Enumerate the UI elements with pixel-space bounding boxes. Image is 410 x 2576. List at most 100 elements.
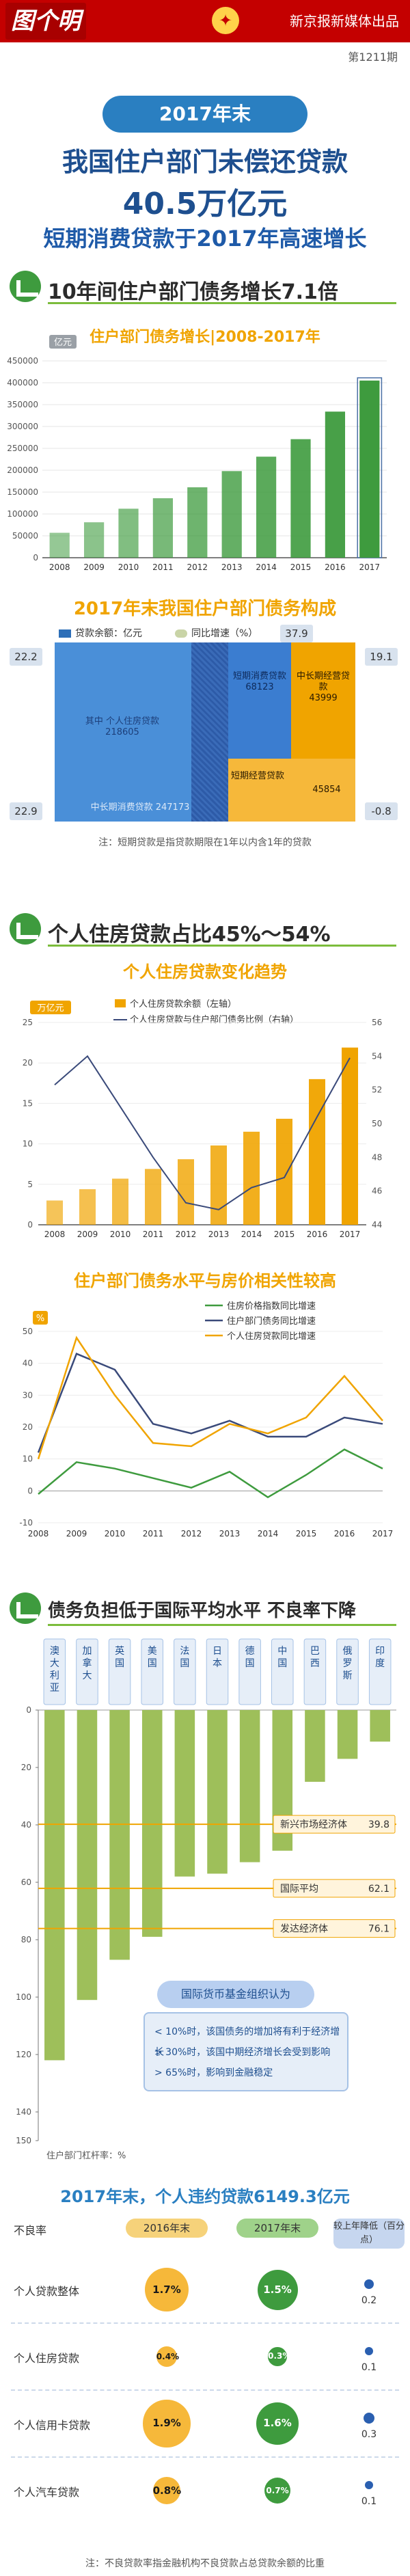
legend-swatch-bar: [115, 999, 126, 1007]
y-tick-label: 20: [23, 1422, 33, 1432]
y2-tick-label: 48: [372, 1152, 382, 1162]
y-tick-label: 400000: [7, 378, 38, 388]
bar: [325, 411, 346, 558]
y-tick-label: 450000: [7, 356, 38, 366]
y-tick-label: 0: [27, 1486, 33, 1495]
growth-left-top: 22.2: [10, 648, 42, 666]
country-label-bg: [238, 1638, 261, 1705]
x-tick-label: 2016: [307, 1230, 328, 1239]
bar: [342, 1047, 358, 1225]
bar: [370, 1710, 390, 1742]
series-line: [37, 1353, 383, 1453]
brand-bar: 图个明白 ✦ 新京报新媒体出品: [0, 0, 410, 72]
y-tick-label: 30: [23, 1390, 33, 1400]
mosaic-note: 注：短期贷款是指贷款期限在1年以内含1年的贷款: [98, 837, 312, 848]
growth-right-bottom: -0.8: [365, 802, 398, 820]
mosaic-housing-loans: [55, 642, 191, 822]
growth-left-bottom: 22.9: [10, 802, 42, 820]
series-line: [37, 1336, 383, 1460]
chart-icon: [10, 1592, 41, 1624]
x-tick-label: 2014: [258, 1529, 279, 1538]
npl-drop-value: 0.1: [361, 2362, 377, 2373]
npl-row-label: 个人信用卡贷款: [14, 2419, 91, 2432]
x-tick-label: 2017: [359, 562, 381, 572]
y-tick-label: 300000: [7, 422, 38, 431]
country-label-bg: [336, 1638, 359, 1705]
npl-col-2017: 2017年末: [236, 2219, 318, 2238]
y-tick-label: 150: [16, 2136, 31, 2145]
x-tick-label: 2014: [256, 562, 277, 572]
y-tick-label: 250000: [7, 444, 38, 453]
npl-title: 2017年末，个人违约贷款6149.3亿元: [60, 2187, 350, 2206]
country-label-char: 亚: [50, 1683, 59, 1694]
chart-icon: [10, 913, 41, 945]
mosaic-ml-operating: [291, 642, 355, 759]
imf-line-2: > 30%时，该国中期经济增长会受到影响: [154, 2047, 331, 2058]
y-tick-label: 120: [16, 2050, 31, 2059]
legend-label-balance: 个人住房贷款余额（左轴）: [130, 999, 236, 1009]
y-unit-badge: [30, 1001, 71, 1014]
x-tick-label: 2013: [221, 562, 243, 572]
brand-logo: 图个明白: [5, 3, 86, 72]
mosaic-chart: 其中 个人住房贷款 218605 中长期消费贷款 247173 短期消费贷款 681…: [55, 642, 355, 822]
country-label-char: 国: [115, 1658, 124, 1669]
legend-label: 住房价格指数同比增速: [227, 1301, 316, 1312]
imf-line-1: < 10%时，该国债务的增加将有利于经济增长: [154, 2026, 340, 2058]
country-label-char: 国: [148, 1658, 157, 1669]
legend-label: 住户部门债务同比增速: [227, 1316, 316, 1327]
country-label-char: 法: [180, 1646, 189, 1657]
bar: [221, 471, 242, 558]
country-label-char: 国: [180, 1658, 189, 1669]
reference-label-bg: [273, 1919, 396, 1938]
country-label-char: 美: [148, 1646, 157, 1657]
country-label-char: 英: [115, 1645, 124, 1657]
legend-swatch-pill: [175, 629, 187, 638]
bar: [118, 509, 139, 558]
imf-box: < 10%时，该国债务的增加将有利于经济增长 > 30%时，该国中期经济增长会受…: [144, 2012, 348, 2091]
housing-loan-value: 218605: [105, 727, 139, 737]
mosaic-short-operating: [228, 759, 355, 822]
section-title: 个人住房贷款占比45%～54%: [48, 923, 331, 947]
bar: [77, 1710, 98, 2001]
npl-drop-value: 0.2: [361, 2295, 377, 2306]
country-label-bg: [141, 1638, 163, 1705]
y2-tick-label: 50: [372, 1119, 382, 1128]
x-tick-label: 2012: [181, 1529, 202, 1538]
bar: [44, 1710, 65, 2061]
ratio-line: [54, 1055, 351, 1210]
bar: [337, 1710, 358, 1759]
bar: [309, 1079, 325, 1225]
bar: [187, 487, 208, 558]
debt-vs-price-line-chart: 住户部门债务水平与房价相关性较高% 住房价格指数同比增速住户部门债务同比增速个人住…: [19, 1271, 393, 1538]
bar: [210, 1145, 227, 1225]
bar: [243, 1131, 260, 1225]
issue-number: 第1211期: [348, 51, 398, 64]
reference-value: 39.8: [368, 1819, 390, 1830]
bar: [49, 532, 70, 558]
medium-long-consumer-label: 中长期消费贷款 247173: [90, 802, 190, 813]
brand-name: 新京报新媒体出品: [290, 13, 399, 29]
reference-name: 发达经济体: [280, 1924, 328, 1935]
housing-loan-name: 其中 个人住房贷款: [85, 716, 160, 727]
npl-drop-dot: [365, 2481, 373, 2489]
chart-title: 个人住房贷款变化趋势: [123, 962, 287, 981]
y-tick-label: 80: [21, 1935, 31, 1944]
bar: [178, 1159, 194, 1225]
section-underline: [48, 302, 396, 304]
y-tick-label: 40: [21, 1820, 31, 1830]
country-label-char: 中: [277, 1646, 287, 1657]
y-axis-label: 亿元: [54, 338, 72, 348]
reference-value: 76.1: [368, 1924, 390, 1935]
x-tick-label: 2014: [241, 1230, 262, 1239]
npl-drop-value: 0.1: [361, 2496, 377, 2507]
row-divider: [11, 2456, 399, 2458]
bar: [112, 1178, 128, 1225]
y-tick-label: 40: [23, 1359, 33, 1368]
y-unit-badge: [33, 1311, 48, 1325]
emblem-icon: ✦: [212, 7, 239, 34]
hero-line-3: 短期消费贷款于2017年高速增长: [43, 226, 367, 252]
x-tick-label: 2015: [274, 1230, 295, 1239]
reference-label-bg: [273, 1815, 396, 1834]
legend-label: 个人住房贷款同比增速: [227, 1331, 316, 1342]
y2-tick-label: 56: [372, 1018, 382, 1027]
